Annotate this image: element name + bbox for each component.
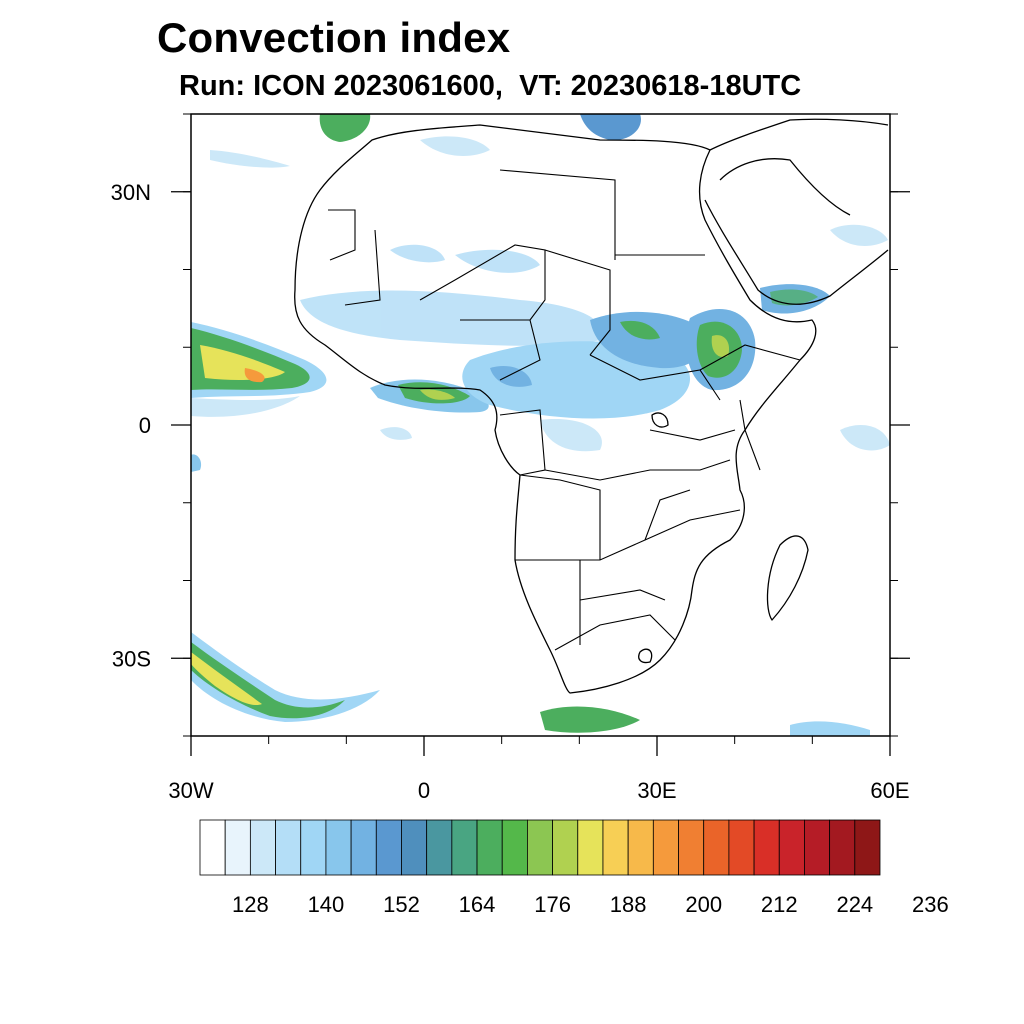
colorbar-swatch [854, 819, 881, 876]
lon-tick-label: 0 [418, 778, 430, 803]
colorbar-swatch [401, 819, 428, 876]
lat-tick-label: 0 [139, 413, 151, 438]
colorbar-swatch [602, 819, 629, 876]
colorbar-tick-label: 140 [308, 892, 345, 917]
coastlines [294, 118, 889, 694]
lat-tick-label: 30N [111, 180, 151, 205]
field-sahel [300, 244, 602, 346]
chart-subtitle: Run: ICON 2023061600, VT: 20230618-18UTC [179, 70, 802, 102]
colorbar-tick-label: 152 [383, 892, 420, 917]
colorbar-swatch [275, 819, 302, 876]
colorbar-swatch [728, 819, 755, 876]
map-frame [190, 113, 891, 737]
colorbar-tick-label: 224 [836, 892, 873, 917]
colorbar-swatch [199, 819, 226, 876]
colorbar-swatch [753, 819, 780, 876]
lon-tick-label: 60E [870, 778, 909, 803]
field-north [210, 114, 890, 451]
country-borders [328, 169, 801, 651]
colorbar-swatch [778, 819, 805, 876]
colorbar-swatch [350, 819, 377, 876]
colorbar-swatch [527, 819, 553, 876]
field-arabia [760, 284, 830, 314]
colorbar-swatch [501, 819, 528, 876]
colorbar-swatch [678, 819, 705, 876]
colorbar-tick-label: 200 [685, 892, 722, 917]
field-south-atlantic [191, 427, 870, 736]
convection-fields [191, 114, 890, 736]
colorbar-tick-label: 176 [534, 892, 571, 917]
colorbar-swatch [476, 819, 503, 876]
colorbar-swatch [829, 819, 856, 876]
colorbar-tick-label: 188 [610, 892, 647, 917]
colorbar-swatch [804, 819, 831, 876]
lon-tick-label: 30E [637, 778, 676, 803]
lon-tick-label: 30W [168, 778, 213, 803]
colorbar-swatch [451, 819, 478, 876]
colorbar-tick-label: 212 [761, 892, 798, 917]
colorbar-swatch [552, 819, 579, 876]
colorbar-swatch [300, 819, 327, 876]
colorbar-swatch [249, 819, 276, 876]
colorbar: 128 140 152 164 176 188 200 212 224 236 [199, 819, 949, 917]
colorbar-swatch [325, 819, 352, 876]
field-atlantic-itcz [191, 322, 327, 417]
map-axes: 30W 0 30E 60E 30N 0 30S [111, 113, 910, 803]
field-ethiopia [686, 309, 756, 391]
colorbar-swatch [652, 819, 679, 876]
colorbar-swatch [426, 819, 453, 876]
colorbar-tick-label: 128 [232, 892, 269, 917]
colorbar-swatch [375, 819, 402, 876]
colorbar-tick-label: 236 [912, 892, 949, 917]
lat-tick-label: 30S [112, 646, 151, 671]
field-central-africa [462, 311, 707, 452]
colorbar-swatch [224, 819, 251, 876]
colorbar-swatch [627, 819, 654, 876]
chart-title: Convection index [157, 14, 511, 61]
colorbar-swatch [577, 819, 604, 876]
colorbar-tick-label: 164 [459, 892, 496, 917]
colorbar-swatch [703, 819, 730, 876]
